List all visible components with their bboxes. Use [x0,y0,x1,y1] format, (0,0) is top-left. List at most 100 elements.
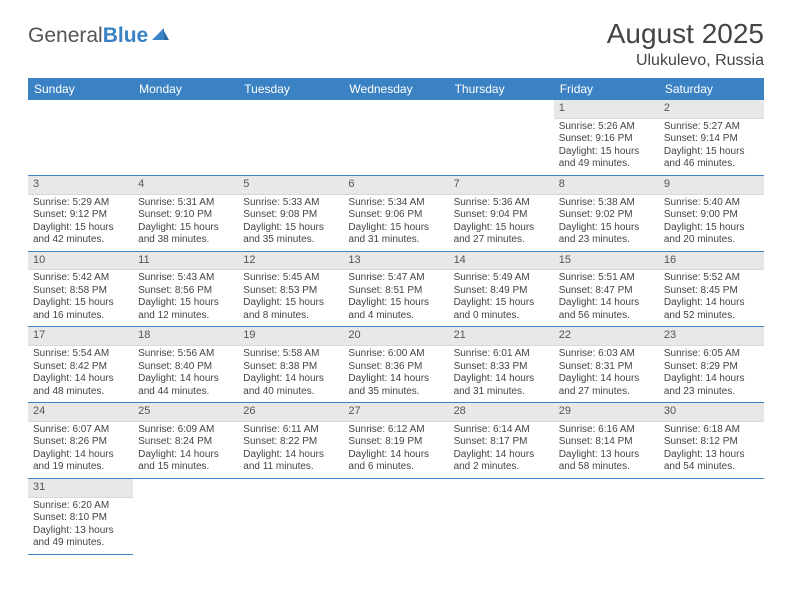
day-number: 21 [449,327,554,346]
sunset-line: Sunset: 8:33 PM [454,361,549,374]
day-details: Sunrise: 5:36 AMSunset: 9:04 PMDaylight:… [449,195,554,251]
day-number: 15 [554,252,659,271]
day-details: Sunrise: 6:16 AMSunset: 8:14 PMDaylight:… [554,422,659,478]
calendar-cell: 17Sunrise: 5:54 AMSunset: 8:42 PMDayligh… [28,327,133,403]
sunrise-line: Sunrise: 5:42 AM [33,272,128,285]
location: Ulukulevo, Russia [607,52,764,70]
day-header: Saturday [659,78,764,100]
sunset-line: Sunset: 9:10 PM [138,209,233,222]
daylight-line: Daylight: 15 hours and 46 minutes. [664,146,759,171]
calendar-cell: .. [343,100,448,175]
day-number: 28 [449,403,554,422]
day-details: Sunrise: 6:12 AMSunset: 8:19 PMDaylight:… [343,422,448,478]
calendar-cell: 22Sunrise: 6:03 AMSunset: 8:31 PMDayligh… [554,327,659,403]
calendar-cell: .. [554,478,659,554]
page-title: August 2025 [607,18,764,50]
day-details: Sunrise: 5:29 AMSunset: 9:12 PMDaylight:… [28,195,133,251]
sunrise-line: Sunrise: 5:58 AM [243,348,338,361]
calendar-cell: 9Sunrise: 5:40 AMSunset: 9:00 PMDaylight… [659,175,764,251]
day-number: 5 [238,176,343,195]
day-number: 17 [28,327,133,346]
daylight-line: Daylight: 13 hours and 49 minutes. [33,525,128,550]
calendar-week: 24Sunrise: 6:07 AMSunset: 8:26 PMDayligh… [28,403,764,479]
calendar-cell: 24Sunrise: 6:07 AMSunset: 8:26 PMDayligh… [28,403,133,479]
sunrise-line: Sunrise: 6:12 AM [348,424,443,437]
day-number: 30 [659,403,764,422]
day-number: 7 [449,176,554,195]
day-details: Sunrise: 5:34 AMSunset: 9:06 PMDaylight:… [343,195,448,251]
calendar-table: SundayMondayTuesdayWednesdayThursdayFrid… [28,78,764,555]
day-number: 3 [28,176,133,195]
calendar-cell: 18Sunrise: 5:56 AMSunset: 8:40 PMDayligh… [133,327,238,403]
calendar-cell: 26Sunrise: 6:11 AMSunset: 8:22 PMDayligh… [238,403,343,479]
calendar-cell: 14Sunrise: 5:49 AMSunset: 8:49 PMDayligh… [449,251,554,327]
sunset-line: Sunset: 9:02 PM [559,209,654,222]
day-number: 24 [28,403,133,422]
daylight-line: Daylight: 15 hours and 23 minutes. [559,222,654,247]
calendar-cell: .. [343,478,448,554]
day-details: Sunrise: 6:20 AMSunset: 8:10 PMDaylight:… [28,498,133,554]
day-header: Tuesday [238,78,343,100]
day-details: Sunrise: 5:47 AMSunset: 8:51 PMDaylight:… [343,270,448,326]
sunset-line: Sunset: 8:29 PM [664,361,759,374]
day-number: 31 [28,479,133,498]
sunset-line: Sunset: 9:04 PM [454,209,549,222]
day-details: Sunrise: 5:27 AMSunset: 9:14 PMDaylight:… [659,119,764,175]
day-details: Sunrise: 5:33 AMSunset: 9:08 PMDaylight:… [238,195,343,251]
day-number: 4 [133,176,238,195]
day-header: Monday [133,78,238,100]
day-details: Sunrise: 5:49 AMSunset: 8:49 PMDaylight:… [449,270,554,326]
sunrise-line: Sunrise: 5:38 AM [559,197,654,210]
sunset-line: Sunset: 8:12 PM [664,436,759,449]
calendar-cell: 21Sunrise: 6:01 AMSunset: 8:33 PMDayligh… [449,327,554,403]
day-details: Sunrise: 5:26 AMSunset: 9:16 PMDaylight:… [554,119,659,175]
calendar-cell: .. [133,100,238,175]
calendar-cell: 23Sunrise: 6:05 AMSunset: 8:29 PMDayligh… [659,327,764,403]
logo-text-1: General [28,24,103,48]
daylight-line: Daylight: 14 hours and 2 minutes. [454,449,549,474]
day-number: 27 [343,403,448,422]
daylight-line: Daylight: 14 hours and 48 minutes. [33,373,128,398]
sunrise-line: Sunrise: 5:51 AM [559,272,654,285]
day-number: 8 [554,176,659,195]
sunset-line: Sunset: 8:53 PM [243,285,338,298]
daylight-line: Daylight: 13 hours and 58 minutes. [559,449,654,474]
sunset-line: Sunset: 9:14 PM [664,133,759,146]
sunset-line: Sunset: 8:56 PM [138,285,233,298]
day-number: 20 [343,327,448,346]
daylight-line: Daylight: 15 hours and 8 minutes. [243,297,338,322]
sunset-line: Sunset: 8:10 PM [33,512,128,525]
sunrise-line: Sunrise: 6:11 AM [243,424,338,437]
daylight-line: Daylight: 14 hours and 11 minutes. [243,449,338,474]
sunrise-line: Sunrise: 6:16 AM [559,424,654,437]
daylight-line: Daylight: 15 hours and 38 minutes. [138,222,233,247]
day-number: 2 [659,100,764,119]
sunrise-line: Sunrise: 5:43 AM [138,272,233,285]
calendar-cell: .. [659,478,764,554]
sunrise-line: Sunrise: 6:01 AM [454,348,549,361]
sunset-line: Sunset: 8:51 PM [348,285,443,298]
calendar-cell: 5Sunrise: 5:33 AMSunset: 9:08 PMDaylight… [238,175,343,251]
day-number: 26 [238,403,343,422]
day-details: Sunrise: 5:52 AMSunset: 8:45 PMDaylight:… [659,270,764,326]
sunset-line: Sunset: 8:31 PM [559,361,654,374]
sunrise-line: Sunrise: 5:27 AM [664,121,759,134]
daylight-line: Daylight: 15 hours and 49 minutes. [559,146,654,171]
calendar-cell: 1Sunrise: 5:26 AMSunset: 9:16 PMDaylight… [554,100,659,175]
daylight-line: Daylight: 14 hours and 6 minutes. [348,449,443,474]
calendar-cell: 10Sunrise: 5:42 AMSunset: 8:58 PMDayligh… [28,251,133,327]
day-details: Sunrise: 6:09 AMSunset: 8:24 PMDaylight:… [133,422,238,478]
daylight-line: Daylight: 14 hours and 35 minutes. [348,373,443,398]
sunrise-line: Sunrise: 5:56 AM [138,348,233,361]
sunrise-line: Sunrise: 6:14 AM [454,424,549,437]
logo-text-2: Blue [103,24,149,48]
daylight-line: Daylight: 14 hours and 56 minutes. [559,297,654,322]
daylight-line: Daylight: 15 hours and 27 minutes. [454,222,549,247]
day-header-row: SundayMondayTuesdayWednesdayThursdayFrid… [28,78,764,100]
sunset-line: Sunset: 8:26 PM [33,436,128,449]
sunrise-line: Sunrise: 6:09 AM [138,424,233,437]
sunset-line: Sunset: 8:42 PM [33,361,128,374]
sunset-line: Sunset: 8:40 PM [138,361,233,374]
sunrise-line: Sunrise: 5:34 AM [348,197,443,210]
sunrise-line: Sunrise: 5:45 AM [243,272,338,285]
